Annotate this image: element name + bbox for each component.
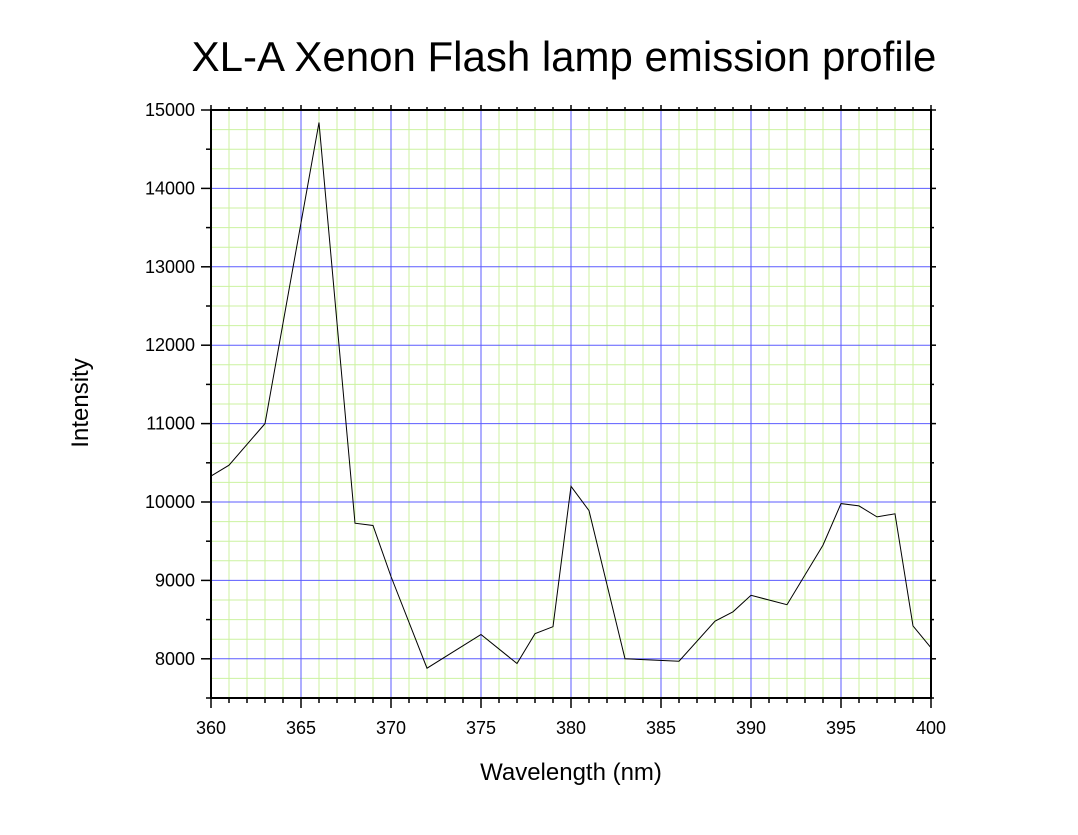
y-tick-label: 12000 [145,335,195,355]
grid [211,110,931,698]
x-tick-labels: 360 365 370 375 380 385 390 395 400 [196,718,946,738]
y-tick-label: 15000 [145,100,195,120]
y-tick-label: 14000 [145,178,195,198]
y-tick-label: 8000 [155,649,195,669]
chart-title: XL-A Xenon Flash lamp emission profile [192,33,937,80]
y-tick-labels: 8000 9000 10000 11000 12000 13000 14000 15000 [145,100,195,669]
x-tick-label: 380 [556,718,586,738]
x-tick-label: 390 [736,718,766,738]
x-tick-label: 385 [646,718,676,738]
data-series [210,122,932,669]
series-line [210,122,932,669]
y-tick-label: 10000 [145,492,195,512]
x-tick-label: 395 [826,718,856,738]
x-axis-label: Wavelength (nm) [480,759,662,786]
y-axis-label: Intensity [67,358,94,447]
y-tick-label: 9000 [155,570,195,590]
x-tick-label: 400 [916,718,946,738]
x-tick-label: 360 [196,718,226,738]
x-tick-label: 370 [376,718,406,738]
y-tick-label: 13000 [145,257,195,277]
x-tick-label: 375 [466,718,496,738]
x-tick-label: 365 [286,718,316,738]
y-tick-label: 11000 [146,414,195,434]
axes [201,105,936,708]
